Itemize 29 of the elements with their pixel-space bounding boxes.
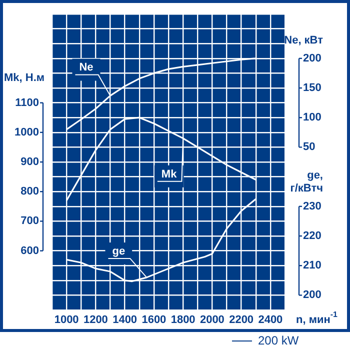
x-tick-label: 1000 xyxy=(54,314,79,326)
text: Mk xyxy=(161,168,178,180)
x-tick-label: 2400 xyxy=(258,314,283,326)
y3-tick-label: 210 xyxy=(303,260,322,272)
text: 200 kW xyxy=(258,333,300,348)
y-axis-title: Mk, Н.м xyxy=(4,72,45,84)
y-tick-label: 1000 xyxy=(14,126,39,138)
y-tick-label: 600 xyxy=(20,244,39,257)
text: Ne xyxy=(79,62,94,74)
x-tick-label: 1800 xyxy=(170,314,196,326)
y2-tick-label: 50 xyxy=(303,141,316,154)
x-tick-label: 1200 xyxy=(83,314,108,326)
x-tick-label: 1400 xyxy=(112,314,138,326)
y2-axis-title: Ne, кВт xyxy=(284,34,324,46)
y-tick-label: 700 xyxy=(20,215,39,228)
y-tick-label: 800 xyxy=(20,186,39,198)
x-tick-label: 2000 xyxy=(200,314,224,326)
y3-tick-label: 220 xyxy=(303,230,322,242)
x-tick-label: 1600 xyxy=(142,314,166,326)
y-tick-label: 900 xyxy=(20,156,39,168)
series-label: ge xyxy=(112,245,126,258)
y3-tick-label: 200 xyxy=(303,289,322,302)
y-tick-label: 1100 xyxy=(15,96,39,109)
x-tick-label: 2200 xyxy=(229,314,254,326)
y3-tick-label: 230 xyxy=(303,200,322,212)
y2-tick-label: 200 xyxy=(303,52,322,64)
y3-axis-title: ge, г/кВтч xyxy=(290,169,324,194)
y2-tick-label: 100 xyxy=(303,112,322,124)
y2-tick-label: 150 xyxy=(303,82,322,94)
